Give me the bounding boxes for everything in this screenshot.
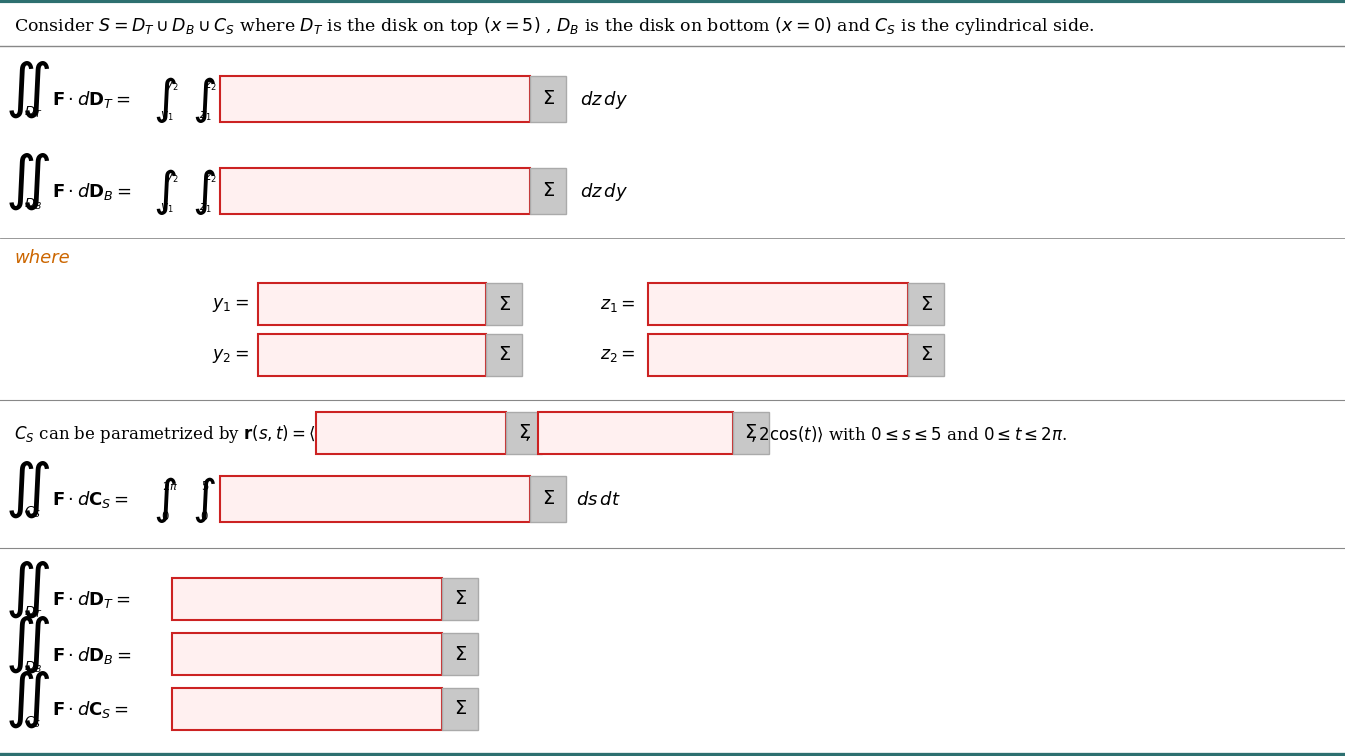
FancyBboxPatch shape: [538, 412, 733, 454]
Text: where: where: [13, 249, 70, 267]
Text: $C_S$: $C_S$: [24, 504, 40, 519]
Text: $\Sigma$: $\Sigma$: [453, 590, 467, 609]
Text: $\iint$: $\iint$: [5, 670, 50, 730]
Text: $\int$: $\int$: [153, 167, 178, 217]
Text: $\Sigma$: $\Sigma$: [498, 295, 511, 314]
Text: $\Sigma$: $\Sigma$: [920, 345, 932, 364]
Text: $0$: $0$: [200, 510, 208, 522]
FancyBboxPatch shape: [221, 76, 530, 122]
Text: $\Sigma$: $\Sigma$: [920, 295, 932, 314]
Text: $\mathbf{F} \cdot d\mathbf{D}_B =$: $\mathbf{F} \cdot d\mathbf{D}_B =$: [52, 181, 132, 203]
Text: $z_1 =$: $z_1 =$: [600, 296, 636, 314]
Text: $\Sigma$: $\Sigma$: [745, 423, 757, 442]
Text: $\iint$: $\iint$: [5, 460, 50, 520]
FancyBboxPatch shape: [443, 633, 477, 675]
FancyBboxPatch shape: [908, 334, 944, 376]
Text: $C_S$: $C_S$: [24, 714, 40, 730]
FancyBboxPatch shape: [486, 334, 522, 376]
Text: $y_2$: $y_2$: [165, 171, 179, 185]
FancyBboxPatch shape: [443, 578, 477, 620]
Text: $C_S$ can be parametrized by $\mathbf{r}(s, t) = \langle$: $C_S$ can be parametrized by $\mathbf{r}…: [13, 423, 316, 445]
FancyBboxPatch shape: [506, 412, 542, 454]
FancyBboxPatch shape: [648, 283, 908, 325]
FancyBboxPatch shape: [221, 476, 530, 522]
Text: $\int$: $\int$: [153, 75, 178, 125]
Text: $5$: $5$: [200, 479, 210, 492]
Text: $y_1$: $y_1$: [160, 109, 174, 123]
FancyBboxPatch shape: [258, 283, 486, 325]
Text: $dz\,dy$: $dz\,dy$: [580, 181, 628, 203]
Text: $z_2 =$: $z_2 =$: [600, 348, 636, 364]
FancyBboxPatch shape: [316, 412, 506, 454]
Text: $\mathbf{F} \cdot d\mathbf{D}_T =$: $\mathbf{F} \cdot d\mathbf{D}_T =$: [52, 590, 130, 611]
Text: $\int$: $\int$: [192, 475, 217, 525]
Text: $\int$: $\int$: [153, 475, 178, 525]
Text: $ds\,dt$: $ds\,dt$: [576, 491, 621, 509]
FancyBboxPatch shape: [908, 283, 944, 325]
FancyBboxPatch shape: [648, 334, 908, 376]
Text: $z_1$: $z_1$: [199, 201, 211, 215]
Text: $D_T$: $D_T$: [24, 104, 43, 119]
Text: $0$: $0$: [161, 510, 169, 522]
Text: $\iint$: $\iint$: [5, 152, 50, 212]
Text: $\iint$: $\iint$: [5, 60, 50, 120]
FancyBboxPatch shape: [172, 688, 443, 730]
Text: $2\pi$: $2\pi$: [161, 480, 178, 492]
Text: $\mathbf{F} \cdot d\mathbf{D}_B =$: $\mathbf{F} \cdot d\mathbf{D}_B =$: [52, 645, 132, 665]
Text: $\iint$: $\iint$: [5, 559, 50, 621]
FancyBboxPatch shape: [443, 688, 477, 730]
Text: $\mathbf{F} \cdot d\mathbf{C}_S =$: $\mathbf{F} \cdot d\mathbf{C}_S =$: [52, 489, 129, 510]
Text: $\Sigma$: $\Sigma$: [453, 699, 467, 718]
FancyBboxPatch shape: [530, 76, 566, 122]
FancyBboxPatch shape: [221, 168, 530, 214]
Text: $\Sigma$: $\Sigma$: [453, 645, 467, 664]
Text: $y_2$: $y_2$: [165, 79, 179, 93]
FancyBboxPatch shape: [486, 283, 522, 325]
Text: $\iint$: $\iint$: [5, 615, 50, 675]
FancyBboxPatch shape: [172, 578, 443, 620]
Text: $\Sigma$: $\Sigma$: [518, 423, 530, 442]
FancyBboxPatch shape: [530, 476, 566, 522]
Text: $z_2$: $z_2$: [204, 79, 217, 92]
Text: $z_1$: $z_1$: [199, 110, 211, 122]
Text: $D_B$: $D_B$: [24, 197, 42, 212]
Text: $\int$: $\int$: [192, 167, 217, 217]
Text: Consider $S = D_T \cup D_B \cup C_S$ where $D_T$ is the disk on top $(x = 5)$ , : Consider $S = D_T \cup D_B \cup C_S$ whe…: [13, 15, 1095, 37]
FancyBboxPatch shape: [530, 168, 566, 214]
FancyBboxPatch shape: [172, 633, 443, 675]
Text: $dz\,dy$: $dz\,dy$: [580, 89, 628, 111]
Text: $D_T$: $D_T$: [24, 605, 43, 620]
Text: $\Sigma$: $\Sigma$: [498, 345, 511, 364]
Text: $\Sigma$: $\Sigma$: [542, 181, 554, 200]
Text: $,$: $,$: [525, 425, 530, 443]
Text: $, 2\cos(t)\rangle$ with $0 \leq s \leq 5$ and $0 \leq t \leq 2\pi$.: $, 2\cos(t)\rangle$ with $0 \leq s \leq …: [751, 424, 1068, 444]
Text: $\int$: $\int$: [192, 75, 217, 125]
Text: $z_2$: $z_2$: [204, 172, 217, 184]
Text: $\mathbf{F} \cdot d\mathbf{D}_T =$: $\mathbf{F} \cdot d\mathbf{D}_T =$: [52, 89, 130, 110]
Text: $\Sigma$: $\Sigma$: [542, 89, 554, 109]
Text: $y_1 =$: $y_1 =$: [213, 296, 249, 314]
Text: $\Sigma$: $\Sigma$: [542, 489, 554, 509]
FancyBboxPatch shape: [258, 334, 486, 376]
Text: $y_2 =$: $y_2 =$: [213, 347, 249, 365]
Text: $D_B$: $D_B$: [24, 659, 42, 674]
Text: $\mathbf{F} \cdot d\mathbf{C}_S =$: $\mathbf{F} \cdot d\mathbf{C}_S =$: [52, 699, 129, 720]
Text: $y_1$: $y_1$: [160, 201, 174, 215]
FancyBboxPatch shape: [733, 412, 769, 454]
